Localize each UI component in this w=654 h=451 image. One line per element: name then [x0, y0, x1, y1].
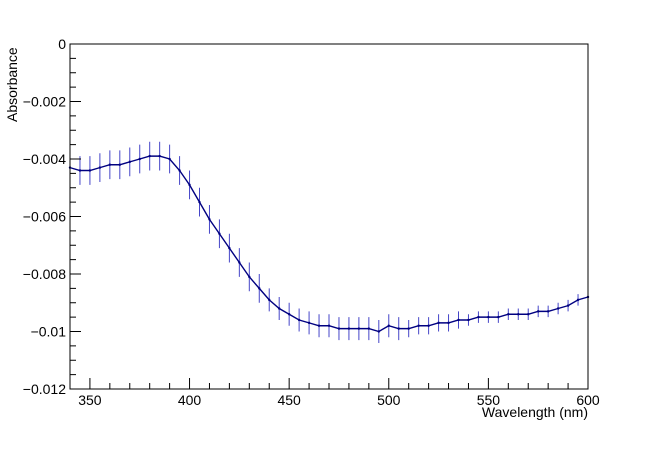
- data-point: [327, 324, 331, 327]
- error-bars: [69, 141, 589, 343]
- data-point: [208, 218, 211, 221]
- data-point: [248, 275, 251, 279]
- data-point: [118, 163, 122, 166]
- y-tick-label: −0.004: [23, 151, 66, 167]
- data-point: [367, 327, 371, 330]
- data-point: [576, 298, 580, 302]
- data-point: [337, 327, 341, 330]
- data-point: [527, 313, 530, 316]
- y-tick-label: −0.006: [23, 209, 66, 225]
- data-point: [566, 304, 570, 307]
- data-point: [487, 315, 490, 319]
- data-point: [556, 307, 560, 310]
- data-point: [457, 318, 460, 322]
- data-point: [98, 166, 102, 169]
- data-point: [148, 154, 151, 158]
- x-tick-label: 400: [178, 392, 202, 408]
- data-markers: [68, 154, 590, 333]
- y-tick-label: −0.002: [23, 94, 66, 110]
- data-point: [377, 330, 381, 333]
- data-point: [168, 157, 171, 161]
- data-point: [218, 232, 221, 235]
- data-point: [347, 327, 351, 330]
- data-point: [258, 287, 261, 290]
- x-axis-title: Wavelength (nm): [482, 404, 588, 420]
- data-point: [108, 163, 112, 166]
- data-point: [447, 321, 450, 325]
- data-point: [277, 307, 281, 310]
- data-point: [178, 169, 181, 172]
- data-point: [228, 246, 231, 250]
- data-point: [78, 169, 82, 172]
- data-point: [417, 324, 420, 327]
- data-point: [158, 154, 161, 158]
- data-point: [427, 324, 430, 327]
- x-tick-label: 600: [576, 392, 600, 408]
- data-point: [387, 324, 390, 327]
- data-point: [297, 318, 301, 322]
- x-tick-label: 450: [277, 392, 301, 408]
- data-point: [497, 315, 500, 319]
- y-axis-ticks: 0 −0.002 −0.004 −0.006 −0.008 −0.01 −0.012: [23, 36, 81, 397]
- y-tick-label: 0: [58, 36, 66, 52]
- series-line: [69, 155, 589, 333]
- data-point: [198, 200, 201, 204]
- data-point: [317, 324, 321, 327]
- x-tick-label: 500: [377, 392, 401, 408]
- data-point: [357, 327, 361, 330]
- y-tick-label: −0.012: [23, 381, 66, 397]
- data-point: [546, 310, 550, 313]
- data-point: [268, 298, 271, 302]
- x-tick-label: 350: [78, 392, 102, 408]
- data-point: [238, 261, 241, 264]
- data-point: [128, 160, 131, 164]
- data-point: [88, 169, 92, 172]
- y-tick-label: −0.008: [23, 266, 66, 282]
- data-point: [477, 315, 480, 319]
- data-point: [287, 313, 291, 316]
- x-axis-ticks: 350 400 450 500 550 600: [69, 378, 600, 408]
- data-point: [397, 327, 400, 330]
- y-axis-title: Absorbance: [4, 47, 20, 122]
- data-point: [407, 327, 410, 330]
- data-point: [437, 321, 440, 325]
- data-point: [536, 310, 540, 313]
- data-point: [188, 183, 191, 187]
- data-point: [138, 157, 141, 161]
- y-tick-label: −0.01: [31, 324, 67, 340]
- x-tick-label: 550: [477, 392, 501, 408]
- data-point: [507, 313, 510, 316]
- data-point: [517, 313, 520, 316]
- data-point: [307, 321, 311, 325]
- data-point: [467, 318, 470, 322]
